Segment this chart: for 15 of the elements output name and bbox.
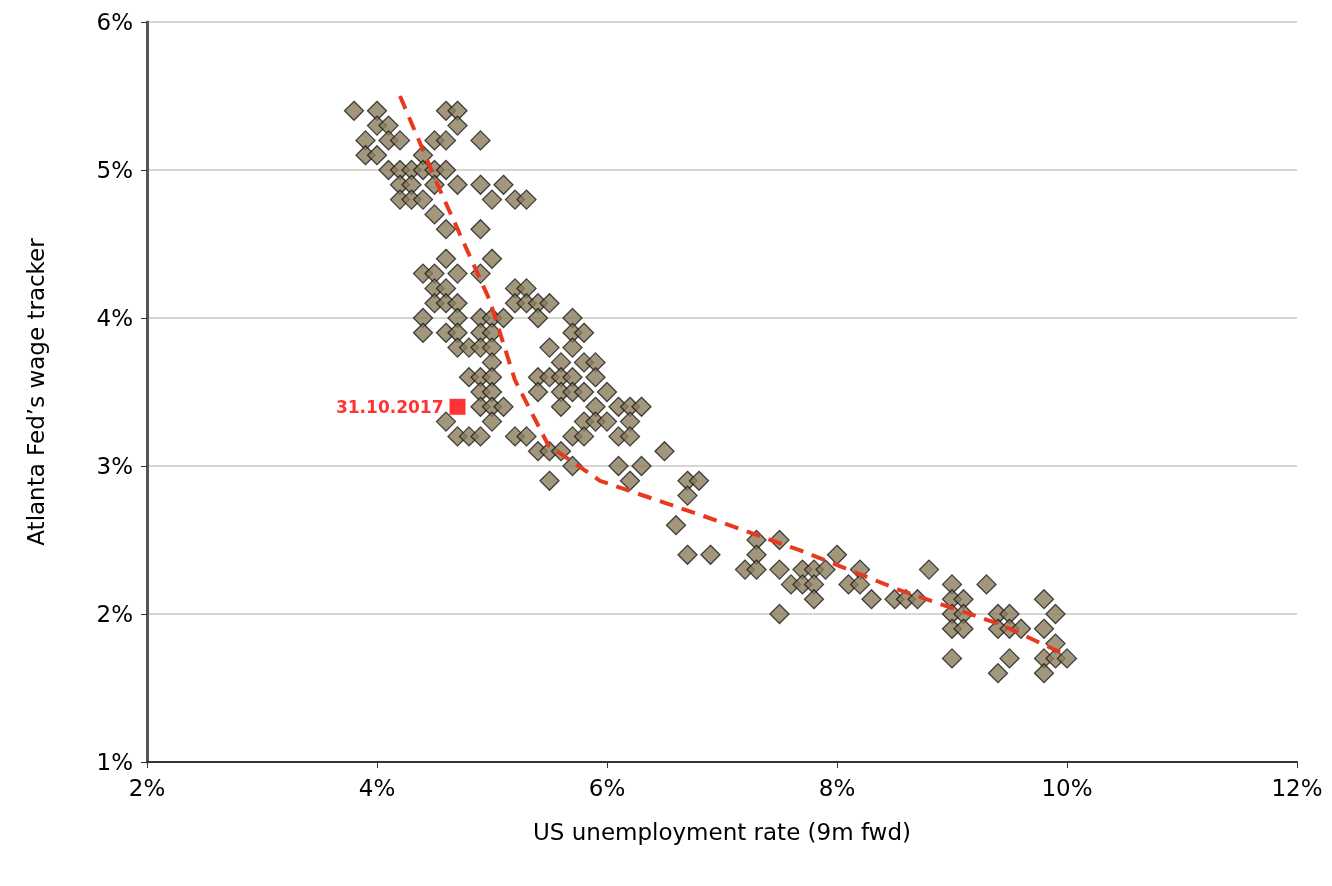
y-tick-label: 1% (96, 749, 133, 775)
x-tick-label: 10% (1041, 774, 1093, 801)
y-tick-label: 4% (96, 305, 133, 331)
y-tick-label: 3% (96, 453, 133, 479)
y-axis-title: Atlanta Fed’s wage tracker (22, 237, 49, 546)
y-tick-label: 2% (96, 601, 133, 627)
x-tick-label: 8% (818, 774, 856, 801)
x-tick-label: 4% (358, 774, 396, 801)
y-tick-label: 5% (96, 157, 133, 183)
x-axis-title: US unemployment rate (9m fwd) (532, 818, 912, 845)
x-tick-label: 6% (588, 774, 626, 801)
x-tick-label: 12% (1271, 774, 1323, 801)
y-tick-label: 6% (96, 9, 133, 35)
annotation: 31.10.2017 (335, 396, 444, 417)
x-tick-label: 2% (128, 774, 166, 801)
